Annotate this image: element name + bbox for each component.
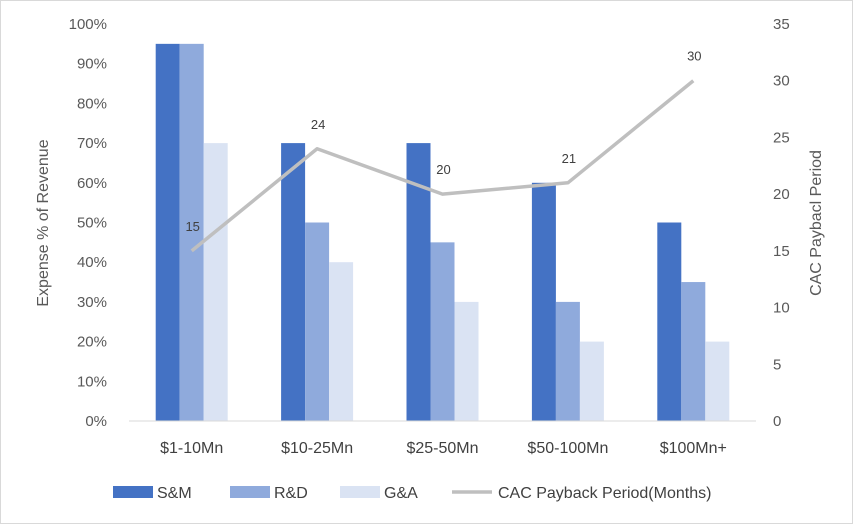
bar-s-m (281, 143, 306, 421)
right-tick-label: 35 (773, 16, 790, 33)
left-axis-title: Expense % of Revenue (35, 139, 52, 306)
legend-swatch (113, 486, 153, 498)
right-tick-label: 0 (773, 413, 781, 430)
bar-g-a (203, 143, 228, 421)
category-label: $10-25Mn (281, 440, 353, 457)
line-data-label: 20 (436, 162, 450, 177)
category-label: $1-10Mn (160, 440, 223, 457)
bar-g-a (329, 262, 354, 421)
bar-s-m (531, 182, 556, 421)
category-label: $25-50Mn (406, 440, 478, 457)
legend-label: R&D (274, 485, 308, 502)
line-data-label: 21 (562, 151, 576, 166)
left-tick-label: 100% (69, 16, 107, 33)
left-tick-label: 30% (77, 294, 107, 311)
left-axis-ticks: 0% 10% 20% 30% 40% 50% 60% 70% 80% 90% 100% (69, 16, 107, 430)
bar-r-d (681, 282, 706, 421)
right-tick-label: 5 (773, 356, 781, 373)
right-tick-label: 25 (773, 129, 790, 146)
line-data-label: 15 (185, 219, 199, 234)
legend-swatch (230, 486, 270, 498)
bar-r-d (430, 242, 455, 421)
left-tick-label: 0% (85, 413, 107, 430)
category-labels: $1-10Mn $10-25Mn $25-50Mn $50-100Mn $100Mn+ (160, 440, 727, 457)
bar-r-d (305, 222, 330, 421)
right-tick-label: 15 (773, 243, 790, 260)
left-tick-label: 10% (77, 373, 107, 390)
bar-r-d (555, 301, 580, 421)
bar-s-m (657, 222, 682, 421)
right-axis-ticks: 0 5 10 15 20 25 30 35 (773, 16, 790, 430)
legend: S&M R&D G&A CAC Payback Period(Months) (113, 485, 711, 502)
left-tick-label: 20% (77, 334, 107, 351)
right-tick-label: 10 (773, 300, 790, 317)
bar-r-d (179, 43, 204, 421)
right-axis-title: CAC Paybacl Period (808, 150, 825, 296)
right-tick-label: 20 (773, 186, 790, 203)
left-tick-label: 70% (77, 135, 107, 152)
bar-s-m (155, 43, 180, 421)
left-tick-label: 80% (77, 95, 107, 112)
category-label: $50-100Mn (527, 440, 608, 457)
line-series-group: 15 24 20 21 30 (185, 49, 702, 253)
bar-g-a (579, 341, 604, 421)
bar-series-group (155, 43, 730, 421)
bar-g-a (454, 301, 479, 421)
bar-g-a (705, 341, 730, 421)
left-tick-label: 40% (77, 254, 107, 271)
line-data-label: 30 (687, 49, 701, 64)
right-tick-label: 30 (773, 73, 790, 90)
legend-swatch (340, 486, 380, 498)
legend-label: S&M (157, 485, 192, 502)
legend-label: G&A (384, 485, 418, 502)
left-tick-label: 60% (77, 175, 107, 192)
left-tick-label: 90% (77, 56, 107, 73)
line-cac-payback (190, 79, 695, 253)
category-label: $100Mn+ (660, 440, 727, 457)
line-data-label: 24 (311, 117, 325, 132)
left-tick-label: 50% (77, 215, 107, 232)
legend-label: CAC Payback Period(Months) (498, 485, 711, 502)
